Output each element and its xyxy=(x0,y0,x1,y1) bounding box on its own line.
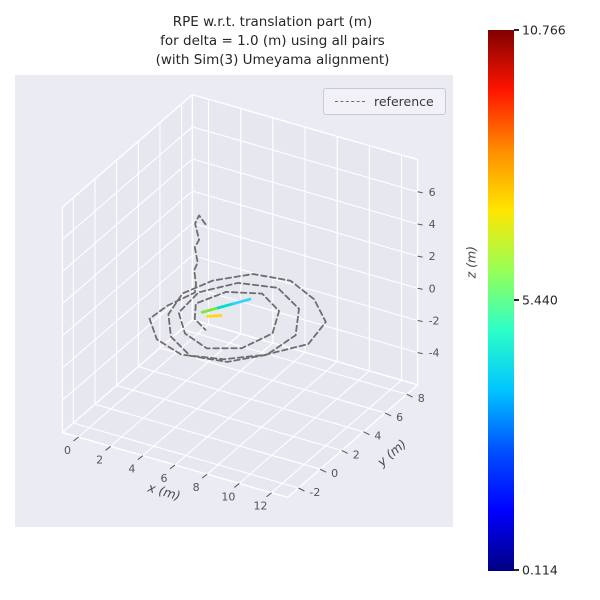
x-tick-label: 2 xyxy=(96,453,103,466)
colorbar-max-label: 10.766 xyxy=(522,22,566,38)
y-tick-label: 0 xyxy=(331,467,338,480)
rpe-segment xyxy=(206,314,223,318)
reference-trajectory xyxy=(148,214,327,363)
colorbar-mid-label: 5.440 xyxy=(522,292,558,308)
z-tick-label: 6 xyxy=(429,186,436,199)
rpe-segment xyxy=(232,297,252,305)
reference-line-sample-icon xyxy=(335,101,365,102)
colorbar-min-label: 0.114 xyxy=(522,562,558,578)
z-tick-label: 4 xyxy=(429,218,436,231)
x-tick-label: 8 xyxy=(193,481,200,494)
z-axis-label: z (m) xyxy=(464,246,479,279)
y-tick-label: 2 xyxy=(353,448,360,461)
legend: reference xyxy=(323,88,446,115)
z-tick-label: 2 xyxy=(429,250,436,263)
y-tick-label: -2 xyxy=(309,486,320,499)
rpe-segment xyxy=(216,302,236,310)
x-tick-label: 6 xyxy=(161,472,168,485)
rpe-trajectory xyxy=(200,297,252,314)
colorbar-min-tick xyxy=(514,569,519,571)
tick-labels: 0 2 4 6 8 10 12 -2 0 2 4 6 8 -4 -2 0 2 4 6 xyxy=(64,186,440,513)
tick-marks xyxy=(73,191,423,498)
x-tick-label: 10 xyxy=(221,490,235,503)
y-tick-label: 8 xyxy=(418,392,425,405)
z-tick-label: -4 xyxy=(429,347,440,360)
colorbar-gradient xyxy=(488,30,514,571)
plot-title-line2: for delta = 1.0 (m) using all pairs xyxy=(160,33,385,49)
plot-title-line1: RPE w.r.t. translation part (m) xyxy=(172,14,373,30)
cube-edges xyxy=(60,93,420,499)
colorbar-mid-tick xyxy=(514,299,519,301)
plot-title: RPE w.r.t. translation part (m) for delt… xyxy=(0,13,545,70)
rpe-trajectory xyxy=(206,314,223,318)
x-tick-label: 0 xyxy=(64,444,71,457)
y-tick-label: 6 xyxy=(396,411,403,424)
z-tick-label: -2 xyxy=(429,314,440,327)
x-tick-label: 12 xyxy=(253,500,267,513)
y-tick-label: 4 xyxy=(374,430,381,443)
plot-title-line3: (with Sim(3) Umeyama alignment) xyxy=(155,52,390,68)
rpe-segment xyxy=(200,306,220,314)
z-tick-label: 0 xyxy=(429,282,436,295)
legend-label: reference xyxy=(374,94,434,109)
x-tick-label: 4 xyxy=(128,463,135,476)
colorbar-max-tick xyxy=(514,29,519,31)
